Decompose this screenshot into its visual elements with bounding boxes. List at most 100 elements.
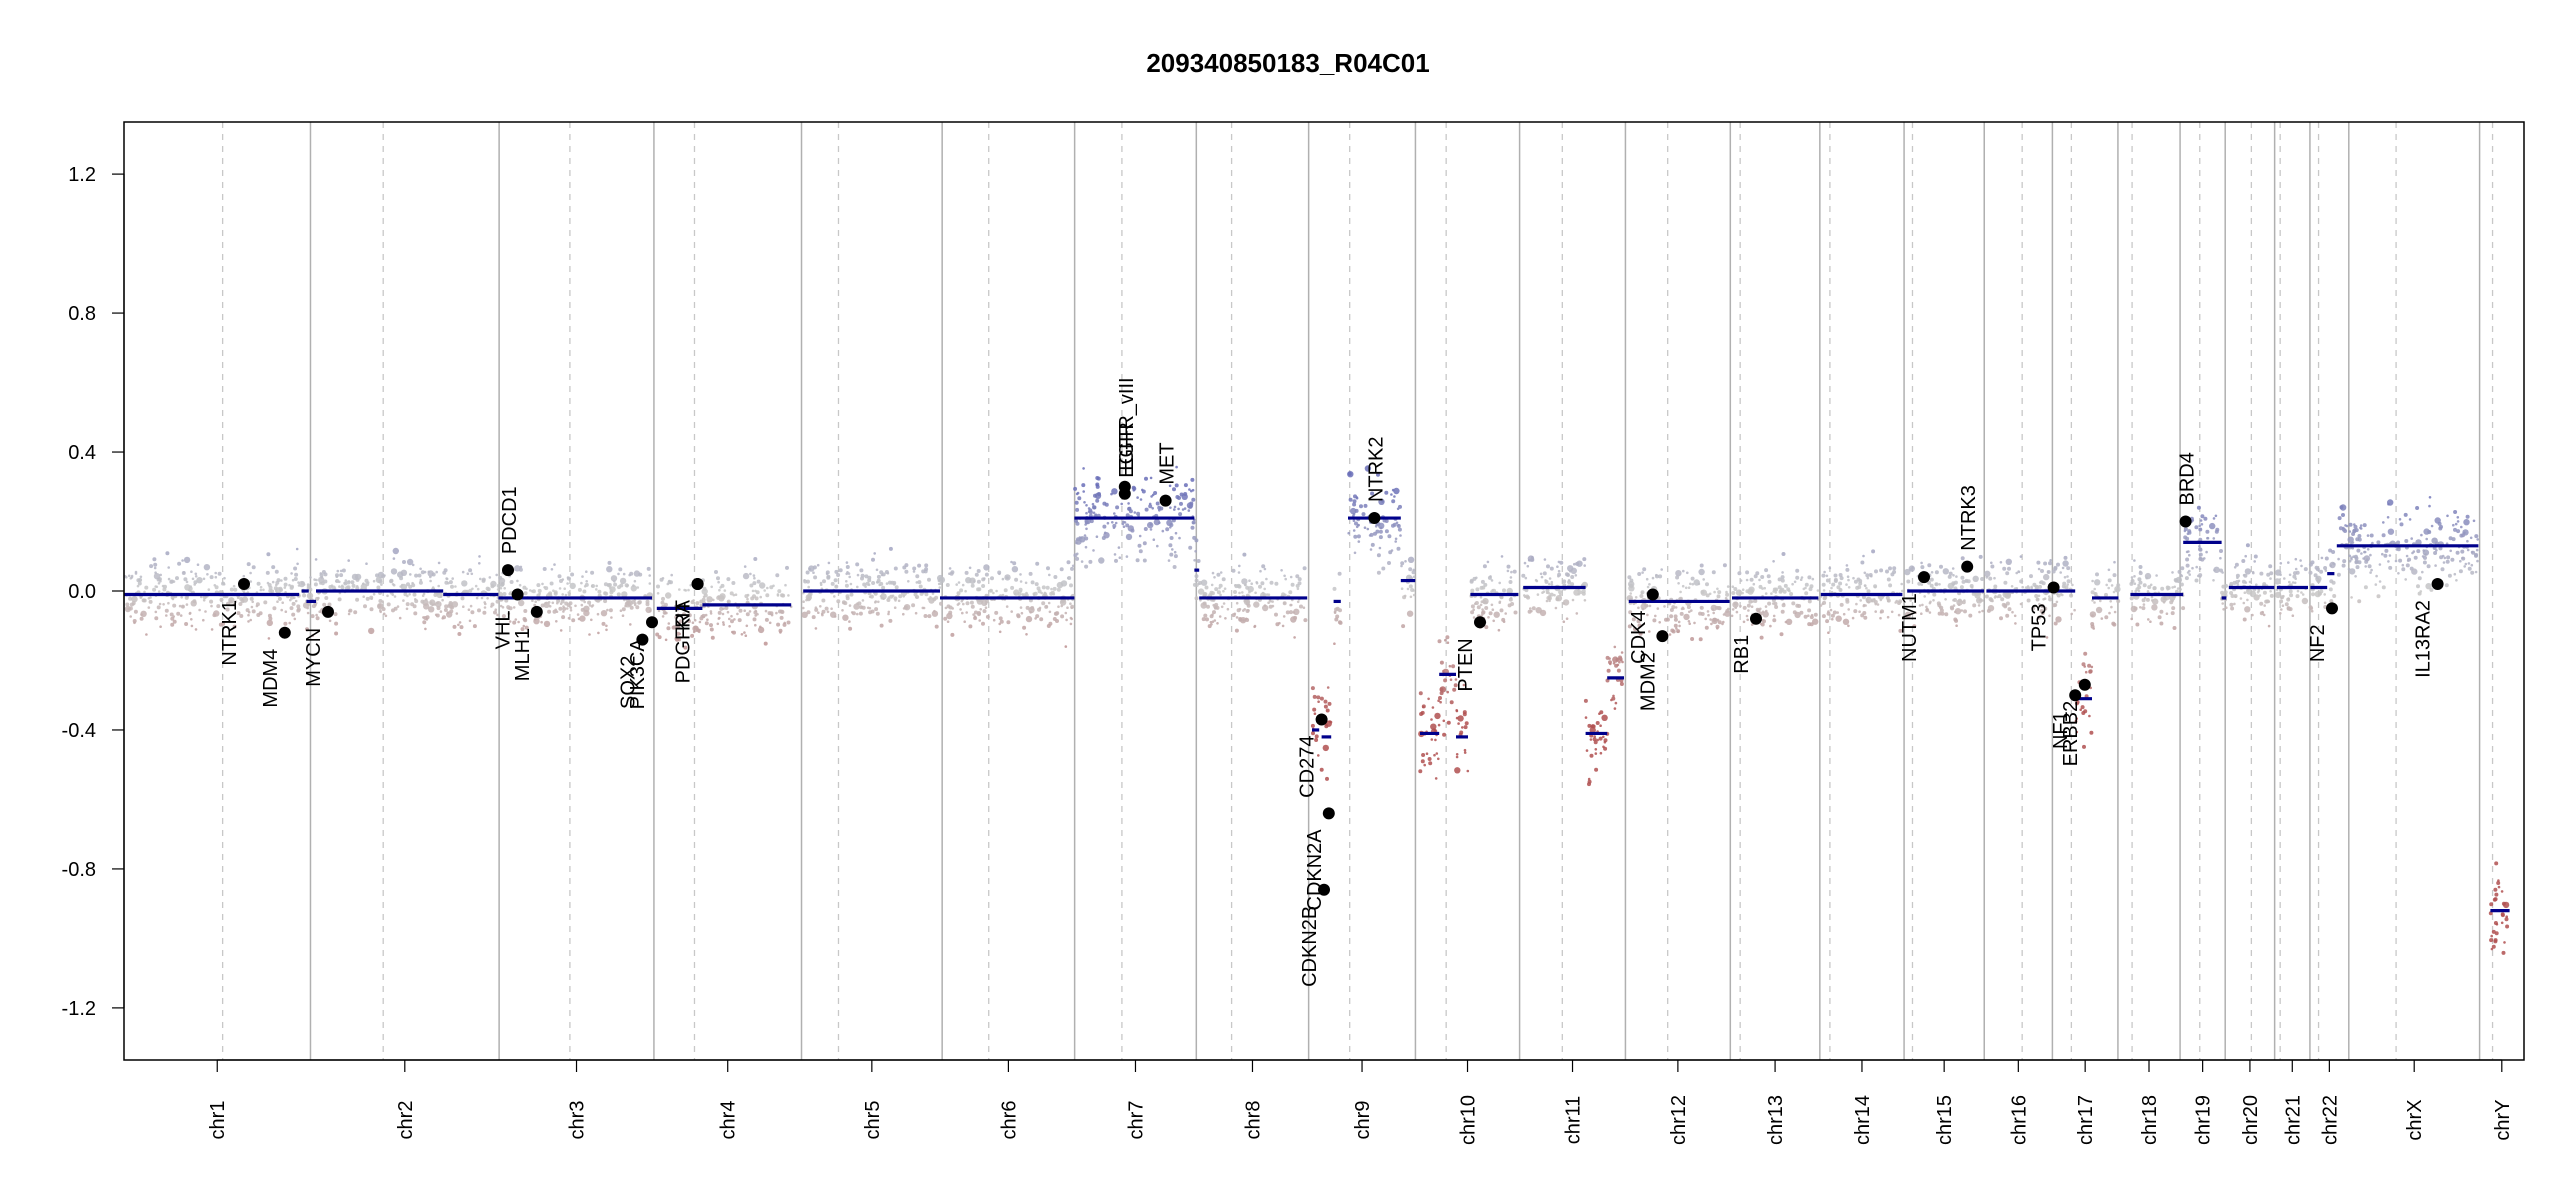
probe-point [372,579,376,583]
probe-point [1851,616,1855,620]
probe-point [1713,590,1716,594]
probe-point [1531,606,1536,611]
probe-point [600,610,608,617]
probe-point [256,581,261,586]
probe-point [2087,663,2092,668]
probe-point [585,570,588,573]
x-tick-label: chr19 [2193,1095,2215,1145]
probe-point [1562,579,1567,584]
probe-point [406,558,414,566]
probe-point [709,623,713,628]
gene-label: MLH1 [512,628,534,681]
probe-point [1821,573,1826,578]
probe-point [1847,608,1850,611]
probe-point [1216,590,1221,595]
probe-point [2111,621,2116,626]
probe-point [938,586,942,589]
probe-point [1835,615,1842,622]
probe-point [1594,748,1598,751]
probe-point [382,612,386,616]
probe-point [2221,571,2224,574]
probe-point [271,580,275,584]
probe-point [2279,562,2283,565]
probe-point [558,606,563,611]
probe-point [2446,555,2451,560]
probe-point [2090,624,2095,629]
probe-point [2348,559,2352,563]
probe-point [1567,579,1571,582]
probe-point [2147,618,2150,621]
probe-point [1920,561,1923,565]
probe-point [1194,538,1199,543]
probe-point [1167,559,1171,562]
probe-point [1863,615,1868,620]
probe-point [1152,538,1156,541]
probe-point [766,586,769,590]
probe-point [296,607,301,612]
probe-point [2411,551,2414,555]
probe-point [149,596,152,599]
probe-point [610,616,613,619]
probe-point [961,611,964,615]
probe-point [1462,683,1466,687]
probe-point [619,583,624,588]
probe-point [512,606,516,609]
probe-point [2382,521,2385,524]
probe-point [2219,549,2223,553]
probe-point [1049,591,1054,596]
probe-point [1430,738,1434,741]
probe-point [2386,516,2390,519]
probe-point [1613,707,1617,710]
x-tick-label: chr22 [2319,1095,2341,1145]
probe-point [1619,682,1624,686]
probe-point [302,583,306,586]
probe-point [2464,562,2468,566]
probe-point [2205,529,2210,534]
probe-point [2229,602,2234,607]
probe-point [1780,575,1785,580]
probe-point [2005,613,2010,618]
probe-point [2262,582,2267,587]
probe-point [924,567,929,572]
probe-point [1296,587,1300,591]
probe-point [1083,501,1086,504]
probe-point [950,632,955,637]
probe-point [2456,516,2460,519]
probe-point [2394,559,2398,563]
probe-point [978,619,981,622]
probe-point [137,581,142,586]
probe-point [786,620,791,625]
probe-point [676,625,681,630]
probe-point [749,572,752,576]
probe-point [2032,582,2037,587]
probe-point [1070,566,1074,571]
probe-point [856,573,860,577]
probe-point [2348,522,2353,527]
probe-point [1823,595,1828,600]
probe-point [731,581,736,585]
probe-point [341,568,346,573]
probe-point [411,581,414,585]
probe-point [2242,573,2246,577]
probe-point [1290,603,1293,607]
probe-point [2456,520,2460,523]
probe-point [607,560,612,565]
probe-point [2093,587,2096,591]
gene-point [691,578,704,591]
probe-point [2452,523,2455,527]
probe-point [1095,483,1099,487]
probe-point [1823,570,1826,574]
probe-point [553,591,558,596]
probe-point [846,571,849,574]
gene-label: PDGFRA [673,599,695,683]
probe-point [1648,630,1651,633]
x-tick-label: chr3 [567,1101,589,1140]
probe-point [915,574,920,579]
probe-point [469,604,473,608]
probe-point [2198,547,2203,552]
probe-point [1329,720,1333,724]
probe-point [1772,590,1775,593]
probe-point [2300,564,2303,568]
probe-point [131,596,138,603]
probe-point [2099,599,2102,603]
